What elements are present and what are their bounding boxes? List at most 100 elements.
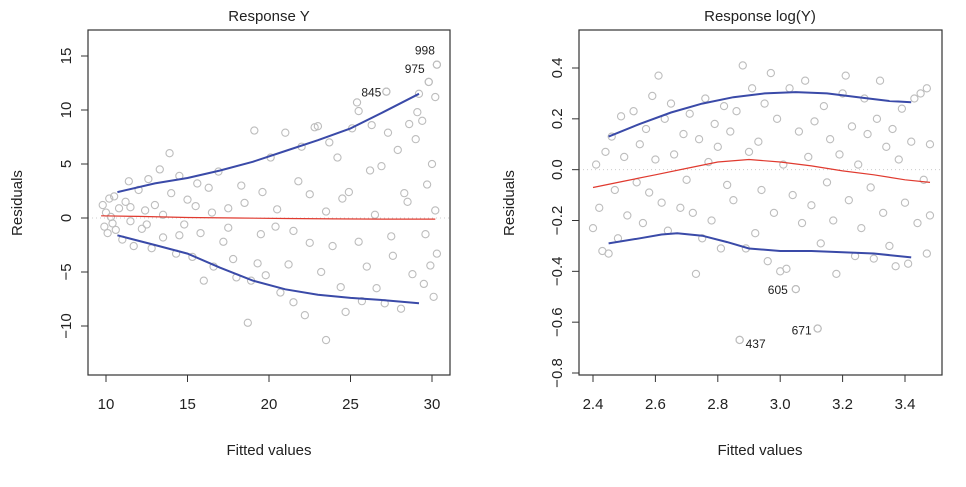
- data-point: [788, 190, 797, 200]
- plot-frame: [87, 29, 451, 376]
- outlier-point: [424, 77, 433, 87]
- data-point: [100, 222, 109, 231]
- data-point: [807, 201, 816, 210]
- data-point: [726, 127, 735, 136]
- data-point: [816, 239, 825, 248]
- data-point: [393, 145, 402, 155]
- y-tick-label: −0.2: [549, 206, 566, 236]
- data-point: [413, 108, 422, 117]
- data-point: [894, 155, 903, 164]
- data-point: [121, 197, 130, 206]
- data-point: [294, 177, 303, 186]
- data-point: [925, 211, 935, 220]
- data-point: [810, 117, 819, 126]
- data-point: [772, 114, 782, 123]
- smooth-line: [592, 158, 931, 189]
- data-point: [98, 200, 107, 210]
- outlier-label: 998: [415, 44, 435, 58]
- data-point: [142, 220, 151, 229]
- data-point: [418, 116, 427, 125]
- data-point: [352, 98, 362, 107]
- y-tick-label: 15: [58, 48, 75, 65]
- y-axis-label: Residuals: [501, 170, 518, 236]
- data-point: [825, 135, 835, 144]
- upper-band-line: [608, 91, 912, 138]
- data-point: [219, 237, 228, 246]
- data-point: [666, 99, 676, 108]
- data-point: [191, 201, 200, 211]
- data-point: [411, 135, 420, 144]
- data-point: [105, 194, 114, 203]
- y-tick-label: 0: [58, 214, 75, 222]
- data-point: [400, 189, 409, 198]
- data-point: [429, 292, 438, 301]
- data-point: [694, 135, 704, 144]
- data-point: [804, 152, 813, 162]
- data-point: [610, 185, 619, 195]
- outlier-point: [432, 60, 442, 69]
- data-point: [801, 76, 810, 85]
- data-point: [336, 282, 345, 292]
- data-point: [387, 232, 396, 241]
- data-point: [832, 269, 841, 279]
- panel-title: Response log(Y): [704, 8, 816, 25]
- data-point: [325, 138, 334, 147]
- outlier-point: [791, 284, 800, 294]
- data-point: [284, 260, 293, 269]
- data-point: [822, 178, 832, 187]
- data-point: [907, 137, 916, 146]
- data-point: [629, 107, 638, 116]
- data-point: [250, 126, 259, 135]
- data-point: [396, 304, 406, 313]
- y-tick-label: 10: [58, 102, 75, 119]
- data-point: [175, 231, 184, 240]
- data-point: [723, 180, 732, 190]
- x-tick-label: 25: [342, 396, 359, 413]
- x-axis-label: Fitted values: [226, 442, 311, 459]
- data-point: [199, 276, 208, 285]
- panel-response-logy: Response log(Y) Fitted values Residuals …: [501, 8, 943, 459]
- data-point: [623, 211, 632, 220]
- data-point: [704, 157, 713, 167]
- data-point: [367, 120, 376, 130]
- data-point: [651, 155, 660, 164]
- data-point: [313, 122, 323, 131]
- data-point: [676, 203, 685, 212]
- outlier-label: 437: [746, 337, 766, 351]
- data-point: [261, 271, 270, 280]
- x-tick-label: 3.2: [832, 396, 853, 413]
- data-point: [835, 150, 844, 159]
- data-point: [897, 104, 907, 113]
- lower-band-line: [117, 234, 420, 305]
- data-point: [414, 89, 424, 98]
- data-point: [616, 112, 626, 121]
- data-point: [601, 147, 610, 157]
- y-axis-label: Residuals: [9, 170, 26, 236]
- data-point: [751, 229, 760, 238]
- data-point: [782, 264, 791, 273]
- data-point: [421, 230, 430, 239]
- data-point: [785, 84, 794, 93]
- data-point: [158, 210, 168, 219]
- data-point: [126, 203, 135, 212]
- data-point: [732, 107, 741, 116]
- data-point: [129, 241, 138, 251]
- data-point: [354, 237, 363, 246]
- data-point: [405, 119, 414, 129]
- data-point: [657, 198, 666, 207]
- data-point: [372, 284, 381, 293]
- data-point: [240, 198, 249, 208]
- data-point: [426, 261, 435, 270]
- outlier-point: [813, 324, 822, 333]
- data-point: [357, 297, 367, 306]
- data-point: [276, 288, 285, 297]
- data-point: [165, 149, 174, 158]
- data-point: [863, 129, 872, 139]
- data-point: [903, 259, 913, 268]
- data-point: [140, 206, 150, 215]
- y-tick-label: −5: [58, 263, 75, 280]
- data-point: [879, 208, 888, 218]
- data-point: [354, 106, 363, 116]
- data-point: [196, 228, 205, 238]
- data-point: [648, 91, 657, 101]
